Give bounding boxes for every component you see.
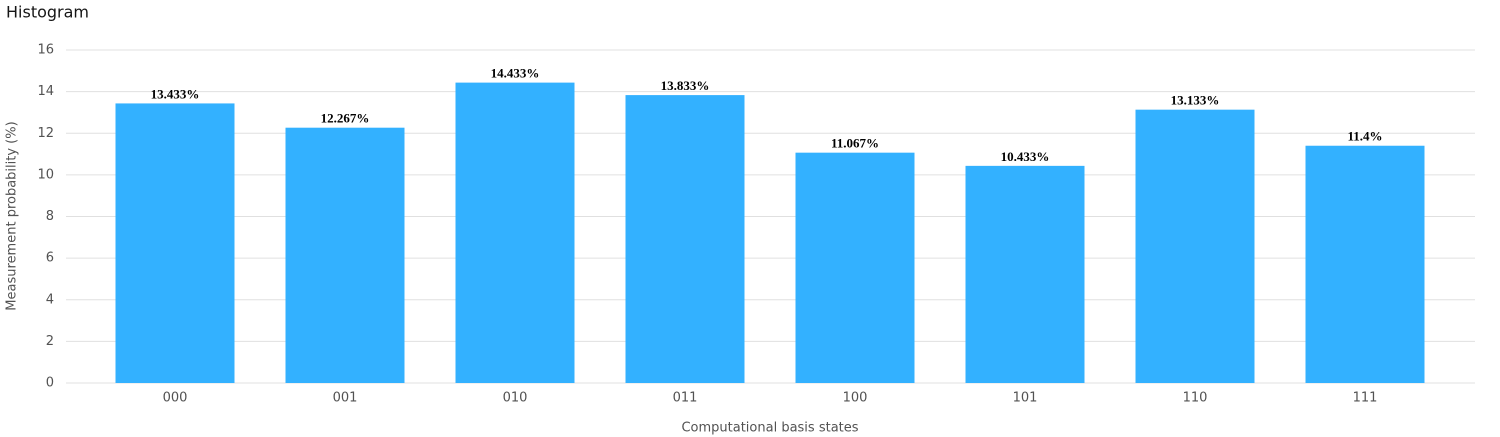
- bar: [1305, 145, 1425, 383]
- value-label: 11.067%: [831, 136, 879, 151]
- bar: [1135, 109, 1255, 384]
- value-label: 13.433%: [151, 86, 200, 101]
- y-tick-label: 4: [46, 292, 54, 307]
- value-label: 11.4%: [1347, 129, 1382, 144]
- x-axis-title: Computational basis states: [681, 421, 858, 436]
- y-tick-label: 12: [37, 126, 54, 141]
- y-tick-label: 0: [46, 376, 54, 391]
- y-axis-title: Measurement probability (%): [5, 121, 20, 310]
- x-tick-label: 101: [1013, 391, 1038, 406]
- x-tick-label: 111: [1353, 391, 1378, 406]
- bar: [625, 95, 745, 384]
- value-label: 13.133%: [1171, 93, 1220, 108]
- y-tick-label: 2: [46, 334, 54, 349]
- bar: [795, 152, 915, 383]
- x-tick-label: 110: [1183, 391, 1208, 406]
- y-tick-label: 14: [37, 84, 54, 99]
- x-tick-label: 011: [673, 391, 698, 406]
- bar: [115, 103, 235, 383]
- value-label: 10.433%: [1001, 149, 1050, 164]
- value-label: 14.433%: [491, 66, 540, 81]
- y-tick-label: 8: [46, 209, 54, 224]
- y-tick-label: 16: [37, 43, 54, 58]
- value-label: 13.833%: [661, 78, 710, 93]
- y-tick-label: 10: [37, 167, 54, 182]
- x-tick-label: 000: [163, 391, 188, 406]
- x-tick-label: 100: [843, 391, 868, 406]
- y-tick-label: 6: [46, 251, 54, 266]
- bar: [285, 127, 405, 384]
- chart-title: Histogram: [6, 3, 89, 22]
- x-tick-label: 001: [333, 391, 358, 406]
- x-tick-label: 010: [503, 391, 528, 406]
- value-label: 12.267%: [321, 111, 370, 126]
- bar: [965, 165, 1085, 383]
- bar: [455, 82, 575, 383]
